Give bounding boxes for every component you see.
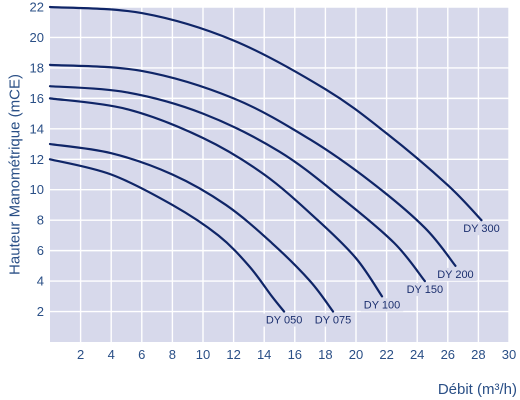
x-tick-label: 18 (318, 347, 332, 362)
y-axis-title: Hauteur Manométrique (mCE) (6, 74, 23, 275)
series-curve-dy-150 (48, 85, 426, 283)
x-tick-label: 10 (196, 347, 210, 362)
series-label-bg (360, 298, 404, 312)
grid-lines (50, 6, 510, 342)
series-curve-dy-200 (48, 63, 457, 267)
x-tick-label: 28 (471, 347, 485, 362)
y-tick-label: 18 (30, 60, 44, 75)
series-curves (48, 5, 483, 313)
x-axis-title: Débit (m³/h) (438, 381, 517, 398)
x-tick-label: 24 (410, 347, 424, 362)
x-tick-label: 16 (288, 347, 302, 362)
y-tick-label: 2 (37, 304, 44, 319)
y-tick-label: 16 (30, 91, 44, 106)
series-label-bg (262, 313, 306, 327)
y-tick-label: 6 (37, 243, 44, 258)
series-label-bg (311, 313, 355, 327)
x-tick-label: 6 (138, 347, 145, 362)
x-tick-label: 12 (226, 347, 240, 362)
series-label-bg (434, 267, 477, 281)
y-tick-label: 12 (30, 152, 44, 167)
x-tick-label: 4 (108, 347, 115, 362)
x-tick-label: 22 (379, 347, 393, 362)
series-curve-dy-075 (48, 142, 335, 313)
series-label-dy-300: DY 300 (463, 223, 500, 235)
series-label-dy-150: DY 150 (407, 284, 444, 296)
y-tick-label: 10 (30, 182, 44, 197)
series-label-dy-200: DY 200 (437, 269, 474, 281)
x-tick-label: 14 (257, 347, 271, 362)
series-label-bg (460, 222, 503, 236)
x-tick-label: 26 (441, 347, 455, 362)
x-tick-label: 20 (349, 347, 363, 362)
y-tick-label: 22 (30, 0, 44, 15)
series-label-dy-050: DY 050 (266, 315, 303, 327)
x-tick-label: 2 (77, 347, 84, 362)
series-label-dy-075: DY 075 (315, 315, 352, 327)
series-labels: DY 050 DY 075 DY 100 DY 150 DY 200 DY 300 (262, 222, 503, 327)
tick-labels: 2 4 6 8 10 12 14 16 18 20 22 24 26 28 3024681012141618… (30, 0, 517, 362)
series-label-dy-100: DY 100 (364, 299, 401, 311)
y-tick-label: 8 (37, 213, 44, 228)
series-curve-dy-050 (48, 158, 286, 313)
x-tick-label: 30 (502, 347, 516, 362)
y-tick-label: 14 (30, 121, 44, 136)
y-tick-label: 20 (30, 30, 44, 45)
series-curve-dy-300 (48, 5, 483, 222)
y-tick-label: 4 (37, 274, 44, 289)
series-label-bg (403, 283, 447, 297)
series-curve-dy-100 (48, 97, 384, 298)
x-tick-label: 8 (169, 347, 176, 362)
